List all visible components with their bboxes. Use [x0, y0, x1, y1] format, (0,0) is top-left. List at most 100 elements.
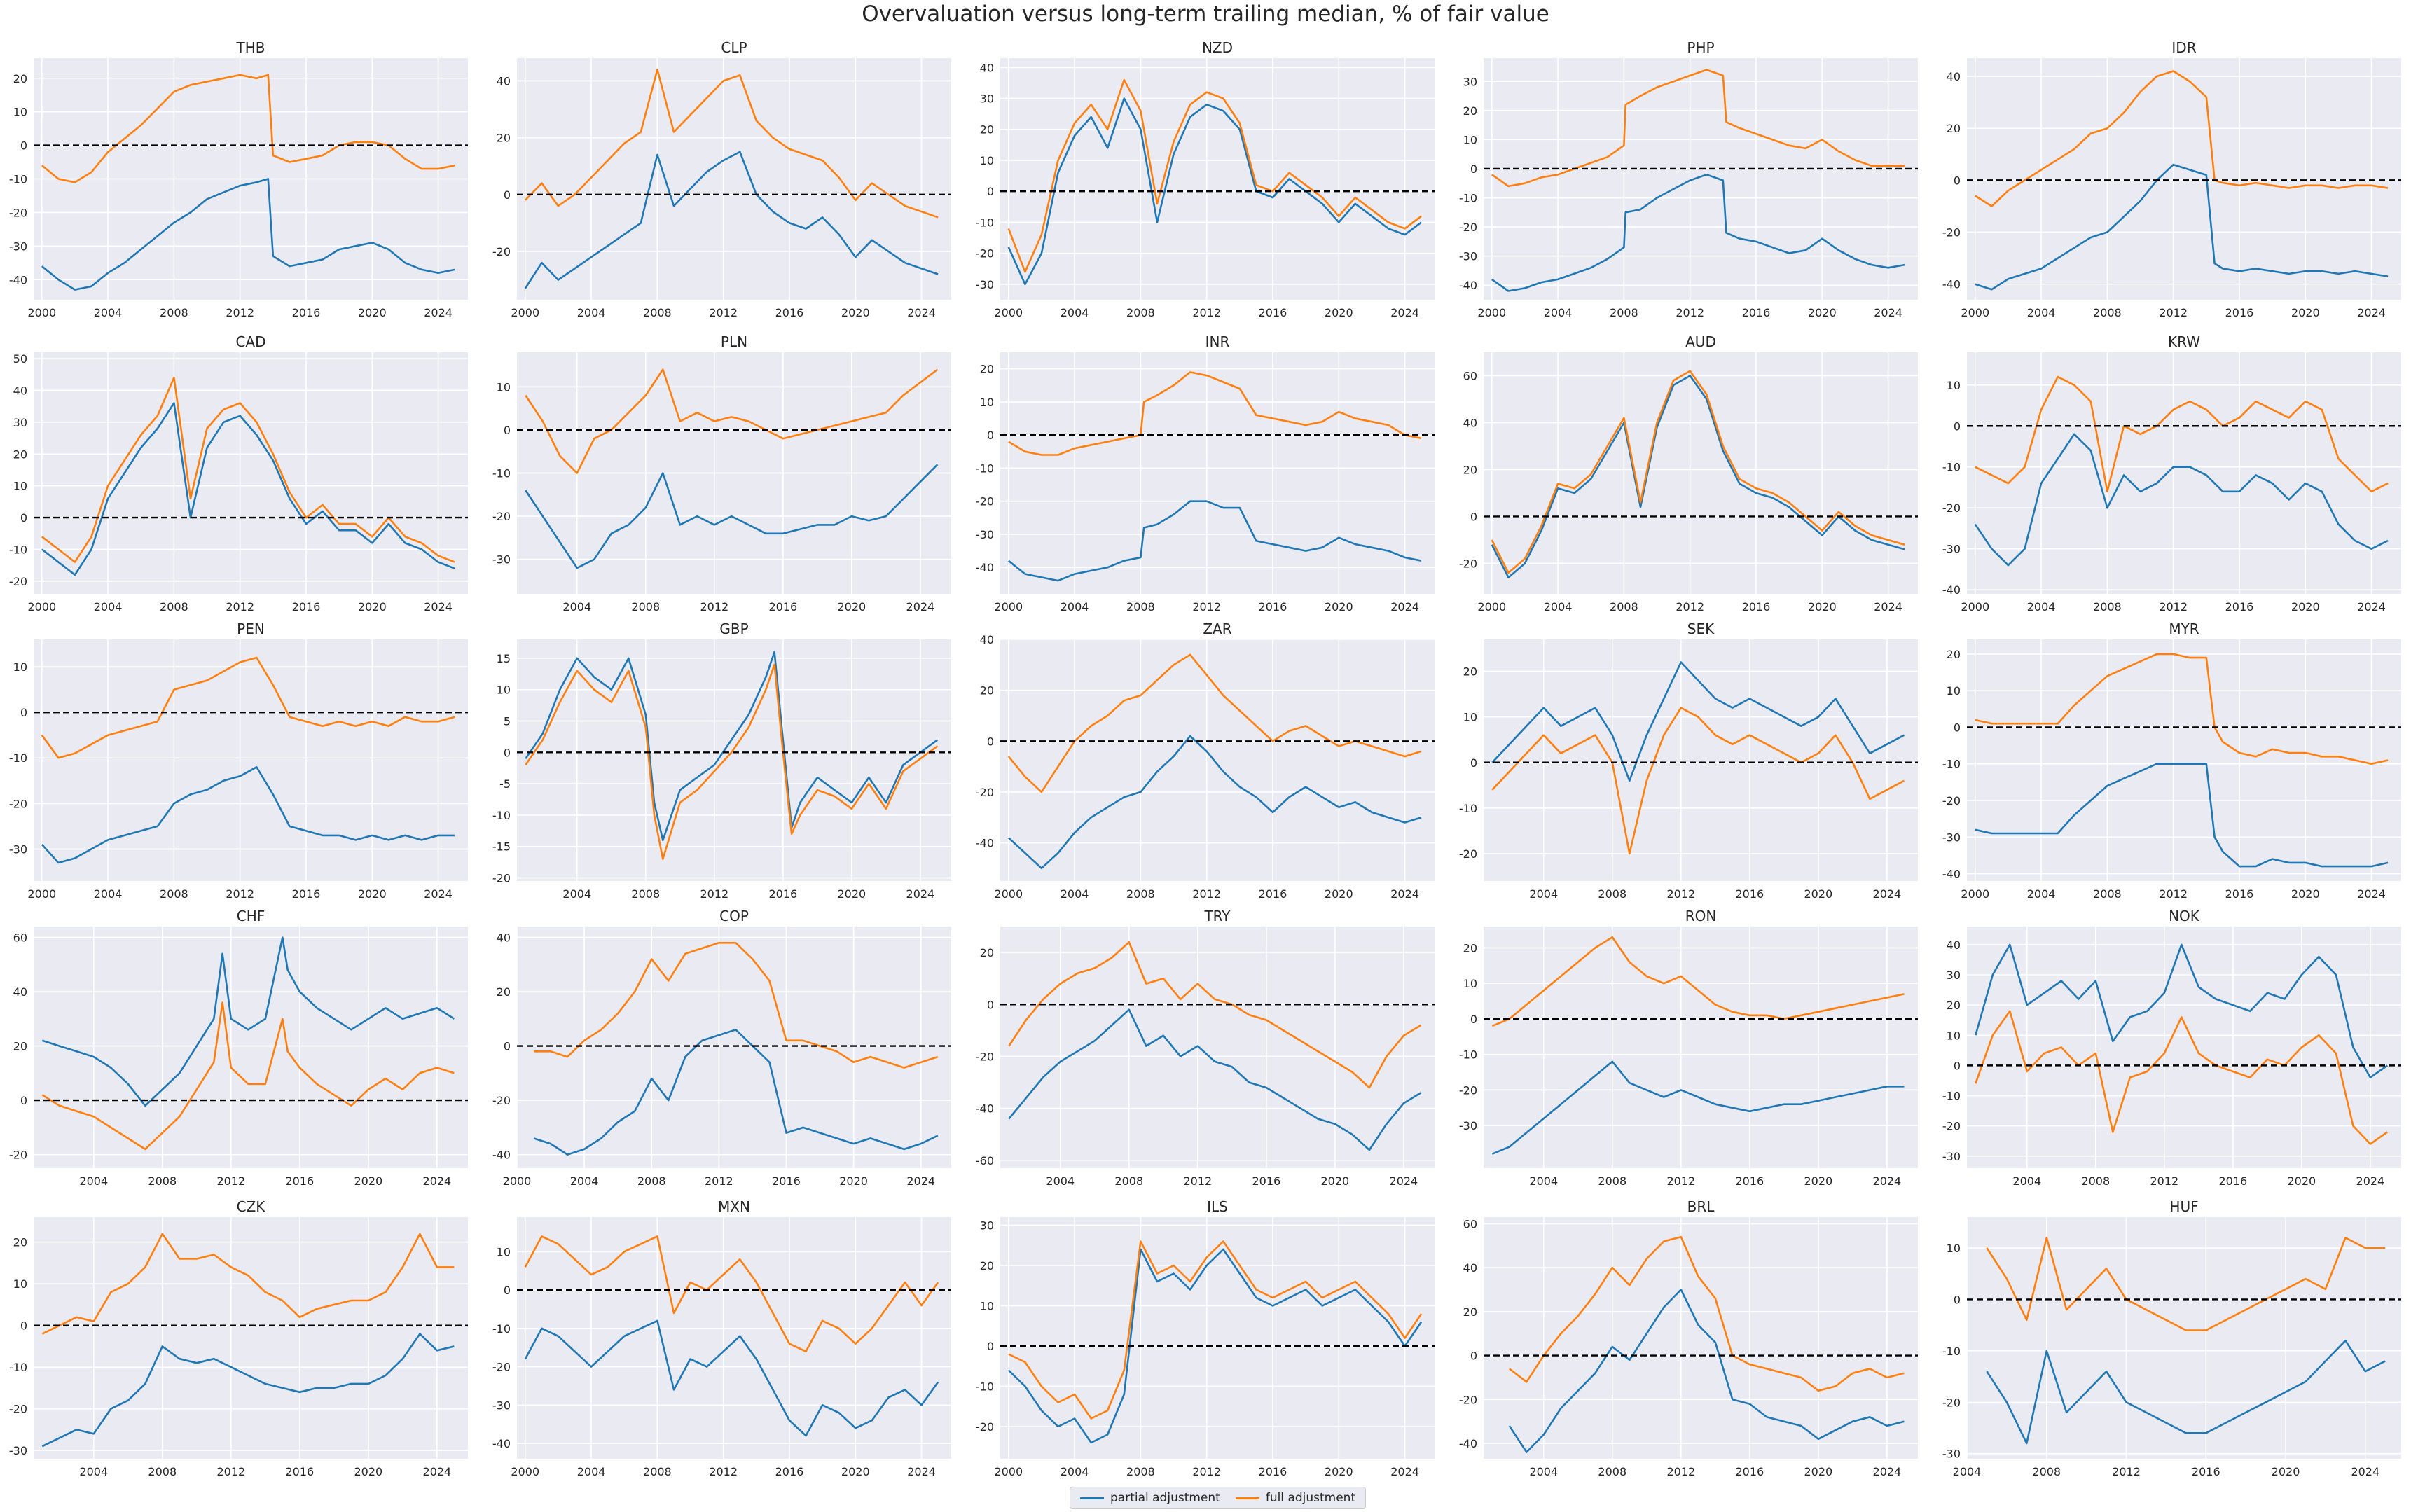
x-tick-label: 2008	[1126, 887, 1155, 901]
y-tick-label: 40	[497, 931, 511, 945]
series-line-full-cop	[534, 942, 939, 1069]
x-tick-label: 2008	[643, 1465, 672, 1478]
x-tick-label: 2008	[637, 1174, 666, 1188]
series-line-full-clp	[524, 68, 939, 219]
legend: partial adjustment full adjustment	[1070, 1487, 1367, 1509]
y-tick-label: 10	[1947, 1029, 1961, 1042]
x-tick-label: 2020	[358, 600, 387, 613]
series-line-full-nzd	[1007, 78, 1422, 273]
y-tick-label: -40	[1459, 1437, 1477, 1450]
y-tick-label: 20	[1463, 104, 1477, 118]
legend-swatch-full	[1235, 1497, 1259, 1499]
y-tick-label: 0	[1470, 1350, 1477, 1363]
x-tick-label: 2004	[2027, 887, 2056, 901]
panel-title-mxn: MXN	[718, 1198, 750, 1215]
y-tick-label: -20	[976, 786, 994, 799]
y-tick-label: 10	[980, 396, 994, 409]
y-tick-label: 0	[987, 429, 994, 442]
series-line-full-pln	[525, 368, 939, 474]
panel-title-ils: ILS	[1207, 1198, 1228, 1215]
y-tick-label: -30	[1942, 1448, 1961, 1461]
y-tick-label: 0	[1954, 721, 1961, 734]
y-tick-label: 20	[1463, 463, 1477, 476]
y-tick-label: 10	[980, 1300, 994, 1313]
x-tick-label: 2012	[2159, 600, 2188, 613]
y-tick-label: -30	[976, 528, 994, 541]
panel-thb: -40 -30 -20 -10 0 10 20 2000 2004 2008 2012 2016 202…	[9, 39, 468, 319]
y-tick-label: 0	[987, 185, 994, 198]
x-tick-label: 2016	[1742, 306, 1771, 319]
y-tick-label: -20	[1942, 226, 1961, 240]
x-tick-label: 2012	[1676, 306, 1704, 319]
x-tick-label: 2024	[907, 1465, 936, 1478]
legend-entry-partial: partial adjustment	[1080, 1491, 1220, 1505]
plot-area-aud	[1484, 352, 1918, 594]
panel-aud: -20 0 20 40 60 2000 2004 2008 2012 2016 2020 2024 AU…	[1459, 333, 1918, 613]
x-tick-label: 2004	[1046, 1174, 1075, 1188]
x-tick-label: 2008	[1610, 306, 1638, 319]
panel-title-clp: CLP	[721, 39, 747, 56]
panel-krw: -40 -30 -20 -10 0 10 2000 2004 2008 2012 2016 2020 2…	[1942, 333, 2401, 613]
y-tick-label: 20	[980, 123, 994, 137]
x-tick-label: 2012	[1666, 887, 1695, 901]
y-tick-label: 20	[980, 1259, 994, 1272]
y-tick-label: 10	[13, 1277, 27, 1291]
series-line-partial-myr	[1975, 763, 2389, 868]
x-tick-label: 2004	[79, 1174, 108, 1188]
x-tick-label: 2020	[354, 1465, 383, 1478]
series-line-full-idr	[1975, 70, 2389, 207]
x-tick-label: 2016	[1742, 600, 1771, 613]
plot-area-huf	[1967, 1217, 2401, 1459]
y-tick-label: -30	[9, 240, 27, 253]
x-tick-label: 2008	[160, 600, 188, 613]
y-tick-label: 20	[980, 684, 994, 698]
y-tick-label: 20	[1463, 1305, 1477, 1319]
x-tick-label: 2004	[1061, 887, 1089, 901]
x-tick-label: 2020	[1325, 1465, 1353, 1478]
x-tick-label: 2012	[709, 306, 738, 319]
x-tick-label: 2004	[2012, 1174, 2041, 1188]
x-tick-label: 2024	[2357, 306, 2386, 319]
x-tick-label: 2020	[2291, 600, 2320, 613]
x-tick-label: 2016	[775, 306, 804, 319]
x-tick-label: 2008	[1598, 887, 1626, 901]
series-line-partial-inr	[1007, 500, 1422, 582]
legend-label-partial: partial adjustment	[1110, 1491, 1220, 1505]
series-line-full-inr	[1008, 371, 1422, 456]
y-tick-label: 20	[497, 985, 511, 999]
panel-title-brl: BRL	[1687, 1198, 1715, 1215]
panel-huf: -30 -20 -10 0 10 2004 2008 2012 2016 2020 2024 HUF	[1942, 1198, 2401, 1478]
x-tick-label: 2020	[2291, 887, 2320, 901]
x-tick-label: 2016	[292, 306, 321, 319]
y-tick-label: -30	[1459, 1119, 1477, 1132]
y-tick-label: -40	[976, 837, 994, 850]
x-tick-label: 2000	[503, 1174, 532, 1188]
x-tick-label: 2008	[631, 887, 660, 901]
x-tick-label: 2012	[1192, 306, 1221, 319]
y-tick-label: -20	[492, 1094, 511, 1107]
y-tick-label: 0	[1470, 1013, 1477, 1026]
x-tick-label: 2004	[570, 1174, 599, 1188]
y-tick-label: 40	[1947, 938, 1961, 952]
panel-nok: -30 -20 -10 0 10 20 30 40 2004 2008 2012 2016 2020 20…	[1942, 908, 2401, 1188]
x-tick-label: 2008	[160, 887, 188, 901]
y-tick-label: 10	[1947, 684, 1961, 698]
x-tick-label: 2012	[1183, 1174, 1212, 1188]
plot-area-czk	[34, 1217, 468, 1459]
plot-area-chf	[34, 927, 468, 1168]
x-tick-label: 2000	[1477, 600, 1506, 613]
y-tick-label: 0	[1470, 162, 1477, 176]
x-tick-label: 2004	[1544, 600, 1573, 613]
panel-title-czk: CZK	[237, 1198, 266, 1215]
y-tick-label: 0	[504, 424, 511, 437]
x-tick-label: 2008	[1610, 600, 1638, 613]
y-tick-label: 60	[13, 931, 27, 945]
x-tick-label: 2024	[2356, 1174, 2385, 1188]
panel-title-gbp: GBP	[719, 620, 748, 637]
y-tick-label: -20	[976, 1050, 994, 1063]
panel-cad: -20 -10 0 10 20 30 40 50 2000 2004 2008 2012 2016 202…	[9, 333, 468, 613]
series-line-full-chf	[41, 1001, 455, 1151]
panel-php: -40 -30 -20 -10 0 10 20 30 2000 2004 2008 2012 2016 2…	[1459, 39, 1918, 319]
y-tick-label: 40	[980, 633, 994, 646]
y-tick-label: -30	[9, 842, 27, 856]
